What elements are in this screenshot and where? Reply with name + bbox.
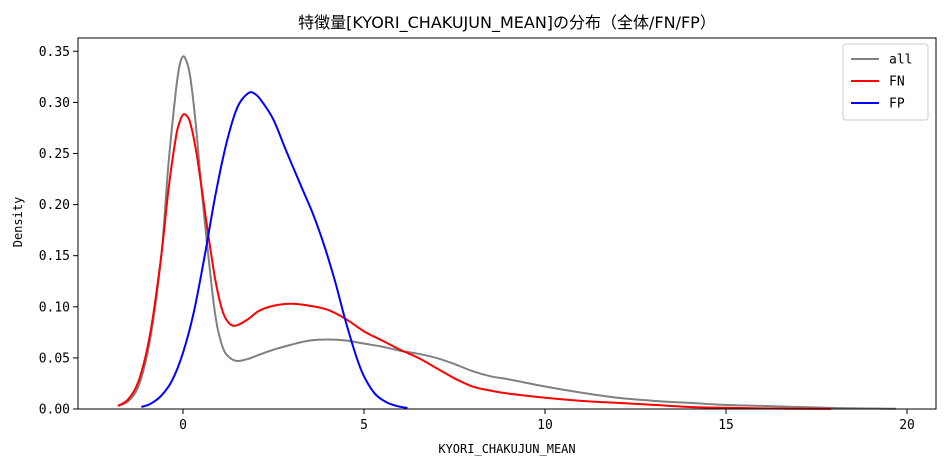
series-line-fp <box>141 91 408 409</box>
y-tick-label: 0.25 <box>39 147 70 162</box>
y-tick-label: 0.35 <box>39 45 70 60</box>
y-tick-label: 0.15 <box>39 249 70 264</box>
x-tick-label: 0 <box>179 418 187 433</box>
x-tick-label: 5 <box>360 418 368 433</box>
plot-area: 0 5 10 15 20 0.00 0.05 0.10 0.15 0.20 0.25 0.30 0.35 <box>39 37 937 433</box>
y-tick-label: 0.10 <box>39 300 70 315</box>
x-tick-label: 10 <box>537 418 553 433</box>
legend-label-fn: FN <box>889 75 905 90</box>
y-tick-label: 0.05 <box>39 351 70 366</box>
axes-frame <box>77 37 937 410</box>
y-axis-label: Density <box>11 197 25 248</box>
legend-label-all: all <box>889 53 912 68</box>
legend-box <box>842 43 929 121</box>
x-tick-label: 15 <box>718 418 734 433</box>
chart-title: 特徴量[KYORI_CHAKUJUN_MEAN]の分布（全体/FN/FP） <box>298 13 716 33</box>
y-tick-label: 0.00 <box>39 403 70 418</box>
x-tick-label: 20 <box>899 418 915 433</box>
y-tick-label: 0.30 <box>39 96 70 111</box>
series-line-all <box>117 55 897 410</box>
x-axis-label: KYORI_CHAKUJUN_MEAN <box>438 442 575 456</box>
legend: all FN FP <box>842 43 929 121</box>
series-line-fn <box>117 113 832 410</box>
legend-label-fp: FP <box>889 97 905 112</box>
y-tick-label: 0.20 <box>39 198 70 213</box>
